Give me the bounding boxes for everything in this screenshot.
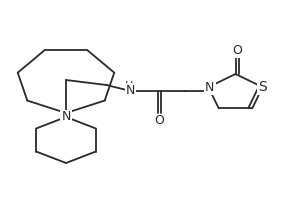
Text: N: N <box>61 110 71 123</box>
Text: H: H <box>125 81 133 91</box>
Text: N: N <box>205 81 214 94</box>
Text: S: S <box>258 80 267 94</box>
Text: O: O <box>154 114 164 128</box>
Text: N: N <box>126 84 135 97</box>
Text: O: O <box>232 44 242 57</box>
